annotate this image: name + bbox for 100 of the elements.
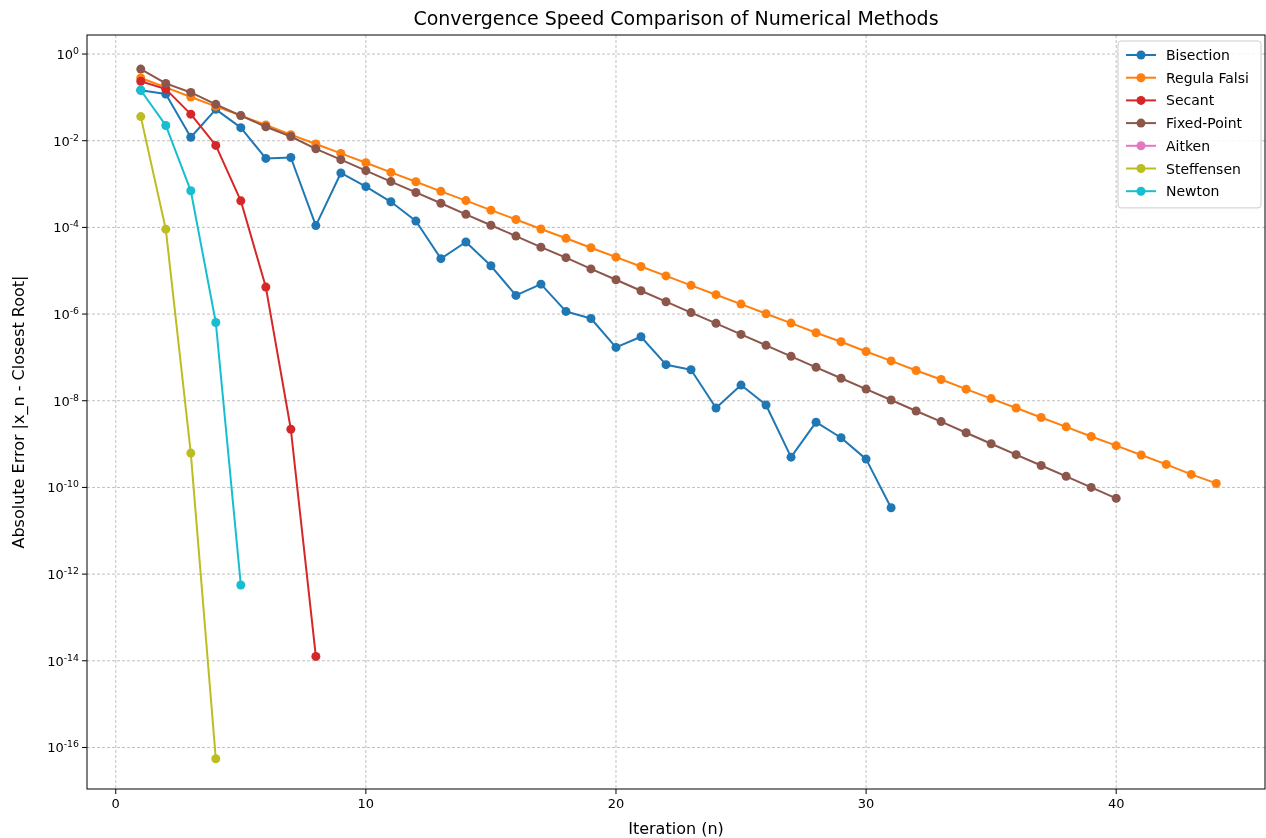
point [761,309,771,319]
chart-title: Convergence Speed Comparison of Numerical Methods [413,7,939,29]
point [661,271,671,281]
point [611,342,621,352]
point [511,290,521,300]
point [386,197,396,207]
point [236,123,246,133]
point [411,177,421,187]
point [811,417,821,427]
point [361,166,371,176]
point [686,308,696,318]
point [561,253,571,263]
point [511,215,521,225]
point [336,155,346,165]
point [311,144,321,154]
legend-label: Secant [1166,92,1215,109]
y-axis-title: Absolute Error |x_n - Closest Root| [9,275,29,549]
point [686,365,696,375]
point [186,87,196,97]
point [936,417,946,427]
point [136,64,146,74]
x-tick-label: 10 [357,796,375,811]
point [486,261,496,271]
point [486,205,496,215]
point [1211,478,1221,488]
legend-label: Steffensen [1166,160,1241,177]
point [536,224,546,234]
y-tick-label: 10$^{-16}$ [47,737,80,756]
point [461,209,471,219]
legend-label: Regula Falsi [1166,69,1249,86]
legend-label: Bisection [1166,47,1230,63]
point [211,140,221,150]
point [236,580,246,590]
point [1086,431,1096,441]
point [461,237,471,247]
point [736,329,746,339]
point [536,279,546,289]
point [1036,461,1046,471]
point [811,328,821,338]
point [161,120,171,130]
point [586,243,596,253]
point [836,337,846,347]
point [511,231,521,241]
point [836,373,846,383]
point [436,186,446,196]
point [1061,471,1071,481]
y-tick-label: 10$^{-6}$ [53,304,80,323]
point [761,340,771,350]
point [986,394,996,404]
legend-label: Aitken [1166,137,1211,154]
point [636,262,646,272]
point [661,297,671,307]
y-tick-label: 10$^{0}$ [56,44,80,63]
point [186,109,196,119]
point [136,112,146,122]
point [336,168,346,178]
point [686,280,696,290]
point [211,754,221,764]
point [536,242,546,252]
point [586,314,596,324]
point [761,400,771,410]
point [261,282,271,292]
point [636,332,646,342]
point [236,196,246,206]
point [1036,413,1046,423]
legend-label: Fixed-Point [1166,115,1243,132]
point [1061,422,1071,432]
y-tick-label: 10$^{-14}$ [47,651,80,669]
point [1136,450,1146,460]
point [711,318,721,328]
point [961,428,971,438]
point [911,365,921,375]
x-tick-label: 40 [1107,796,1125,811]
point [1186,469,1196,479]
point [911,406,921,416]
point [211,317,221,327]
point [986,439,996,449]
point [1111,493,1121,503]
x-tick-label: 0 [111,796,120,811]
legend-label: Newton [1166,183,1220,200]
point [711,290,721,300]
point [161,224,171,234]
point [436,198,446,208]
point [711,403,721,413]
point [961,384,971,394]
point [1086,482,1096,492]
y-tick-label: 10$^{-2}$ [53,131,80,149]
point [1011,403,1021,413]
point [361,182,371,192]
point [786,318,796,328]
x-axis-title: Iteration (n) [628,819,724,838]
point [286,424,296,434]
point [486,220,496,230]
point [886,356,896,366]
point [1161,459,1171,469]
point [561,233,571,243]
point [186,448,196,458]
point [886,395,896,405]
point [1111,441,1121,451]
y-tick-label: 10$^{-10}$ [47,477,80,496]
